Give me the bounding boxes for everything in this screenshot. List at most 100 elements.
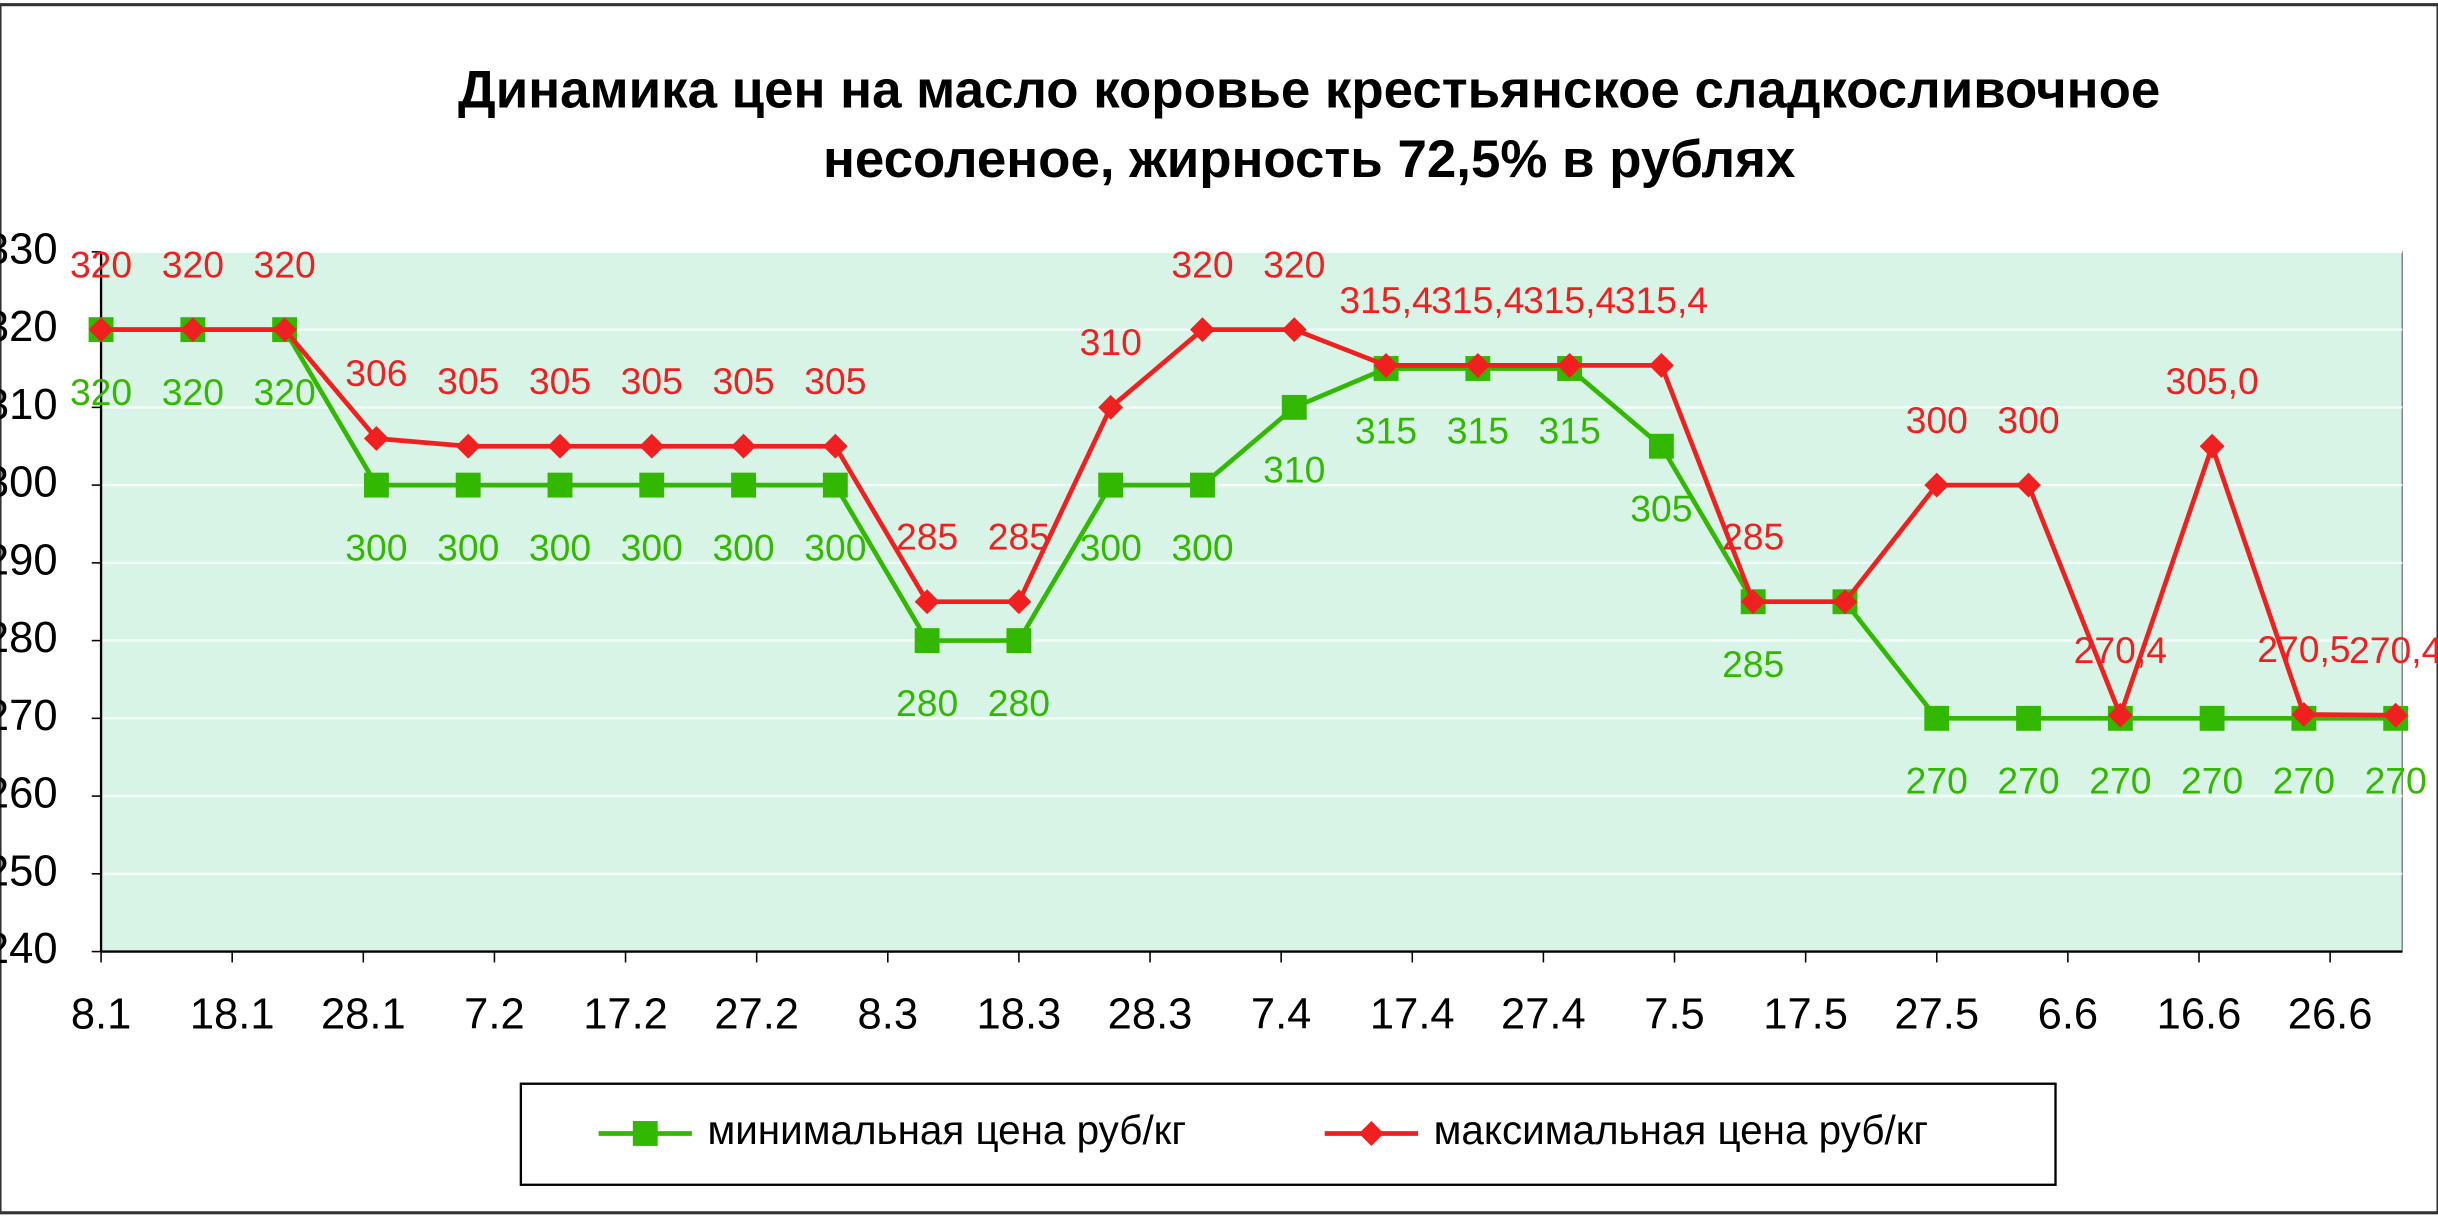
marker <box>2016 705 2041 731</box>
y-tick-label: 310 <box>0 381 58 429</box>
x-tick-label: 28.1 <box>321 990 406 1038</box>
chart-title: несоленое, жирность 72,5% в рублях <box>823 130 1796 189</box>
data-label: 280 <box>988 682 1050 724</box>
data-label: 315 <box>1355 410 1417 452</box>
data-label: 280 <box>896 682 958 724</box>
data-label: 285 <box>1722 643 1784 685</box>
data-label: 305 <box>437 360 499 402</box>
x-tick-label: 27.5 <box>1894 990 1979 1038</box>
marker <box>547 433 573 459</box>
plot-area <box>100 251 2404 953</box>
marker <box>1098 394 1124 420</box>
data-label: 285 <box>1722 515 1784 557</box>
data-label: 270 <box>2181 760 2243 802</box>
data-label: 310 <box>1263 449 1325 491</box>
x-tick-label: 17.2 <box>583 990 668 1038</box>
data-label: 300 <box>804 526 866 568</box>
chart-title: Динамика цен на масло коровье крестьянск… <box>458 60 2160 119</box>
data-label: 320 <box>70 243 132 285</box>
series-line <box>101 327 2396 722</box>
legend-label: максимальная цена руб/кг <box>1434 1107 1929 1153</box>
marker <box>455 472 481 498</box>
data-label: 320 <box>1263 243 1325 285</box>
data-label: 305 <box>1630 487 1692 529</box>
x-tick-label: 27.2 <box>714 990 799 1038</box>
marker <box>180 317 206 343</box>
x-tick-label: 17.5 <box>1763 990 1848 1038</box>
data-label: 305 <box>621 360 683 402</box>
y-tick-label: 250 <box>0 847 58 895</box>
data-label: 320 <box>70 371 132 413</box>
data-label: 315 <box>1539 410 1601 452</box>
data-label: 320 <box>254 371 316 413</box>
marker <box>1465 352 1491 378</box>
data-label: 320 <box>254 243 316 285</box>
marker <box>547 472 573 498</box>
marker <box>1648 352 1674 378</box>
y-tick-label: 320 <box>0 303 58 351</box>
marker <box>822 433 848 459</box>
x-tick-label: 7.5 <box>1644 990 1705 1038</box>
y-tick-label: 260 <box>0 770 58 818</box>
marker <box>2291 702 2317 727</box>
marker <box>1281 394 1307 420</box>
x-tick-label: 6.6 <box>2038 990 2099 1038</box>
x-tick-label: 28.3 <box>1108 990 1193 1038</box>
marker <box>822 472 848 498</box>
marker <box>88 317 114 343</box>
marker <box>1557 352 1583 378</box>
data-label: 315 <box>1447 410 1509 452</box>
data-label: 300 <box>621 526 683 568</box>
data-label: 305 <box>529 360 591 402</box>
y-tick-label: 270 <box>0 692 58 740</box>
marker <box>2199 705 2225 731</box>
x-tick-label: 26.6 <box>2288 990 2373 1038</box>
data-label: 320 <box>162 371 224 413</box>
data-label: 310 <box>1080 321 1142 363</box>
marker <box>1373 352 1399 378</box>
data-label: 270 <box>2273 760 2335 802</box>
marker <box>363 472 389 498</box>
y-tick-label: 240 <box>0 925 58 973</box>
marker <box>1190 472 1215 498</box>
data-label: 305 <box>712 360 774 402</box>
y-tick-label: 300 <box>0 459 58 507</box>
x-tick-label: 17.4 <box>1370 990 1455 1038</box>
marker <box>632 1121 658 1146</box>
data-label: 270 <box>2365 760 2427 802</box>
marker <box>914 628 940 654</box>
data-label: 320 <box>1171 243 1233 285</box>
data-label: 306 <box>345 352 407 394</box>
series-line <box>101 327 2396 721</box>
data-label: 315,4 <box>1431 279 1524 321</box>
marker <box>1098 472 1124 498</box>
data-label: 285 <box>988 515 1050 557</box>
legend-label: минимальная цена руб/кг <box>707 1107 1186 1153</box>
x-tick-label: 16.6 <box>2157 990 2242 1038</box>
data-label: 320 <box>162 243 224 285</box>
data-label: 300 <box>1997 399 2059 441</box>
data-label: 305 <box>804 360 866 402</box>
y-tick-label: 280 <box>0 614 58 662</box>
data-label: 300 <box>529 526 591 568</box>
marker <box>1281 317 1307 343</box>
data-label: 270,5 <box>2257 628 2350 670</box>
data-label: 270,4 <box>2349 629 2438 671</box>
data-label: 300 <box>345 526 407 568</box>
data-label: 300 <box>437 526 499 568</box>
data-label: 270 <box>1906 760 1968 802</box>
x-tick-label: 18.3 <box>977 990 1062 1038</box>
x-tick-label: 18.1 <box>190 990 275 1038</box>
data-label: 270 <box>2089 760 2151 802</box>
marker <box>1648 433 1674 459</box>
marker <box>2199 433 2225 459</box>
data-label: 315,4 <box>1615 279 1708 321</box>
data-label: 270,4 <box>2074 629 2167 671</box>
data-label: 270 <box>1997 760 2059 802</box>
marker <box>2016 472 2041 498</box>
data-label: 300 <box>1906 399 1968 441</box>
x-tick-label: 8.1 <box>71 990 132 1038</box>
marker <box>272 317 298 343</box>
